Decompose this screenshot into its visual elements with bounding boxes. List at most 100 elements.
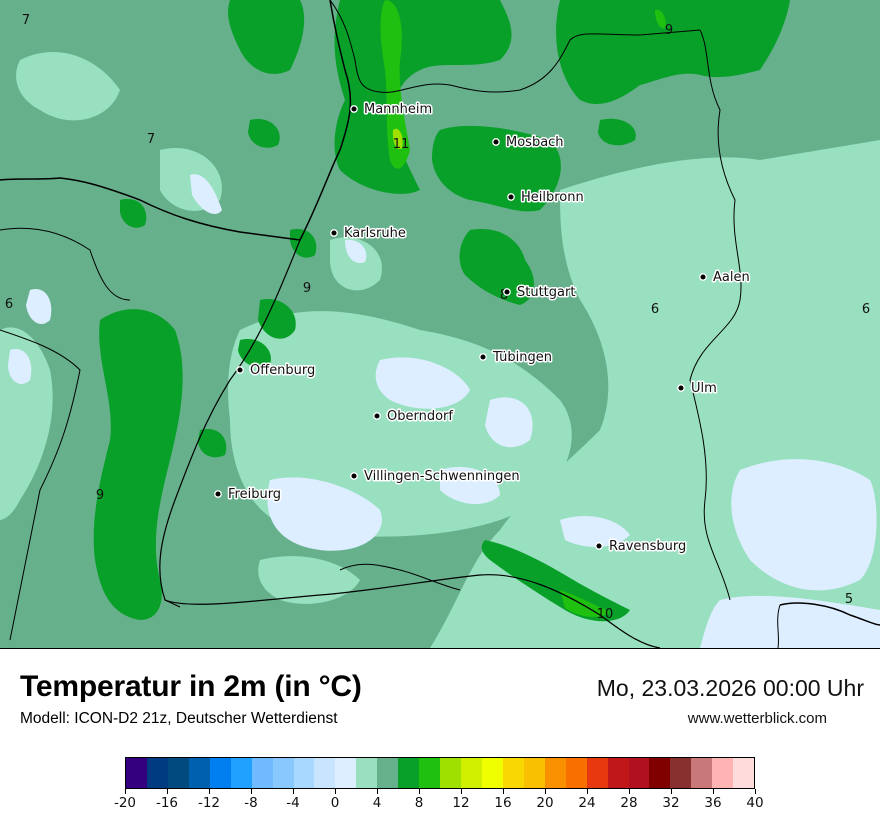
colorbar-segment: [314, 758, 336, 788]
colorbar-segment: [440, 758, 461, 788]
city-label: Ravensburg: [609, 539, 686, 554]
colorbar-tick: [124, 789, 126, 794]
colorbar-tick-label: 16: [494, 795, 512, 811]
colorbar-segment: [691, 758, 713, 788]
contour-value: 6: [862, 302, 870, 317]
contour-value: 11: [393, 137, 410, 152]
colorbar-tick: [166, 789, 168, 794]
city-dot-icon: [350, 472, 358, 480]
contour-labels: 7 9 7 11 6 9 8 6 6 9 10 5: [5, 13, 870, 622]
colorbar-tick: [502, 789, 504, 794]
colorbar-tick: [460, 789, 462, 794]
colorbar-segment: [419, 758, 441, 788]
city-marker: Stuttgart: [503, 284, 577, 302]
colorbar-segment: [607, 758, 629, 788]
city-label: Karlsruhe: [344, 226, 406, 241]
city-marker: Ulm: [677, 380, 718, 398]
colorbar-tick: [712, 789, 714, 794]
city-dot-icon: [492, 138, 500, 146]
city-label: Villingen-Schwenningen: [364, 469, 520, 484]
temperature-colorbar: [125, 757, 755, 789]
colorbar-tick: [628, 789, 630, 794]
city-dot-icon: [350, 105, 358, 113]
colorbar-tick: [208, 789, 210, 794]
temp-zone-8-10: [93, 0, 790, 622]
colorbar-segment: [146, 758, 168, 788]
colorbar-tick-label: -16: [155, 795, 179, 811]
colorbar-segment: [649, 758, 671, 788]
colorbar-segment: [293, 758, 315, 788]
colorbar-segment: [356, 758, 378, 788]
city-label: Stuttgart: [517, 285, 575, 300]
city-marker: Karlsruhe: [330, 225, 407, 243]
forecast-datetime: Mo, 23.03.2026 00:00 Uhr: [596, 675, 864, 701]
colorbar-tick: [376, 789, 378, 794]
temperature-map: 7 9 7 11 6 9 8 6 6 9 10 5 Mannheim Mosbach Heilbronn K…: [0, 0, 880, 649]
colorbar-tick: [418, 789, 420, 794]
city-dot-icon: [330, 229, 338, 237]
colorbar-segment: [586, 758, 608, 788]
colorbar-segment: [628, 758, 650, 788]
colorbar-segment: [670, 758, 692, 788]
temp-zone-10-12: [380, 0, 666, 617]
contour-value: 6: [651, 302, 659, 317]
model-subtitle: Modell: ICON-D2 21z, Deutscher Wetterdie…: [20, 710, 338, 727]
city-marker: Mosbach: [492, 134, 565, 152]
city-marker: Freiburg: [214, 486, 283, 504]
contour-value: 5: [845, 592, 853, 607]
city-label: Mosbach: [506, 135, 564, 150]
colorbar-tick-label: -12: [197, 795, 221, 811]
colorbar-tick-label: 0: [330, 795, 340, 811]
colorbar-tick: [250, 789, 252, 794]
colorbar-segment: [251, 758, 273, 788]
city-label: Mannheim: [364, 102, 432, 117]
city-dot-icon: [677, 384, 685, 392]
city-marker: Aalen: [699, 269, 751, 287]
city-dot-icon: [507, 193, 515, 201]
colorbar-tick-label: 24: [578, 795, 596, 811]
colorbar-segment: [712, 758, 734, 788]
colorbar-tick-label: -8: [244, 795, 258, 811]
contour-value: 7: [147, 132, 155, 147]
city-marker: Ravensburg: [595, 538, 688, 556]
contour-value: 6: [5, 297, 13, 312]
city-label: Offenburg: [250, 363, 315, 378]
colorbar-tick: [334, 789, 336, 794]
city-marker: Villingen-Schwenningen: [350, 468, 521, 486]
colorbar-segment: [335, 758, 357, 788]
colorbar-tick: [586, 789, 588, 794]
colorbar-segment: [461, 758, 482, 788]
website-link[interactable]: www.wetterblick.com: [687, 710, 827, 727]
contour-value: 10: [597, 607, 614, 622]
city-marker: Offenburg: [236, 362, 317, 380]
colorbar-segment: [565, 758, 587, 788]
colorbar-segment: [502, 758, 524, 788]
colorbar-tick-label: -4: [286, 795, 300, 811]
city-dot-icon: [214, 490, 222, 498]
colorbar-segment: [544, 758, 566, 788]
colorbar-segment: [272, 758, 294, 788]
colorbar-segment: [167, 758, 189, 788]
colorbar-tick: [754, 789, 756, 794]
city-marker: Heilbronn: [507, 189, 585, 207]
chart-title: Temperatur in 2m (in °C): [20, 670, 362, 703]
city-label: Aalen: [713, 270, 750, 285]
colorbar-tick-label: -20: [113, 795, 137, 811]
city-markers: Mannheim Mosbach Heilbronn Karlsruhe Stuttga…: [214, 101, 751, 556]
city-label: Tübingen: [492, 350, 552, 365]
city-dot-icon: [503, 288, 511, 296]
city-dot-icon: [373, 412, 381, 420]
city-marker: Oberndorf: [373, 408, 455, 426]
colorbar-tick: [544, 789, 546, 794]
colorbar-segment: [377, 758, 399, 788]
city-dot-icon: [595, 542, 603, 550]
colorbar-segment: [523, 758, 545, 788]
colorbar-segment: [188, 758, 210, 788]
colorbar-ticks: -20 -16 -12 -8 -4 0 4 8 12 16 20 24 28 32 36 40: [114, 789, 764, 819]
colorbar-segment: [230, 758, 252, 788]
colorbar-segment: [209, 758, 231, 788]
colorbar-tick: [292, 789, 294, 794]
colorbar-segment: [481, 758, 503, 788]
colorbar-tick-label: 36: [704, 795, 722, 811]
city-label: Freiburg: [228, 487, 281, 502]
